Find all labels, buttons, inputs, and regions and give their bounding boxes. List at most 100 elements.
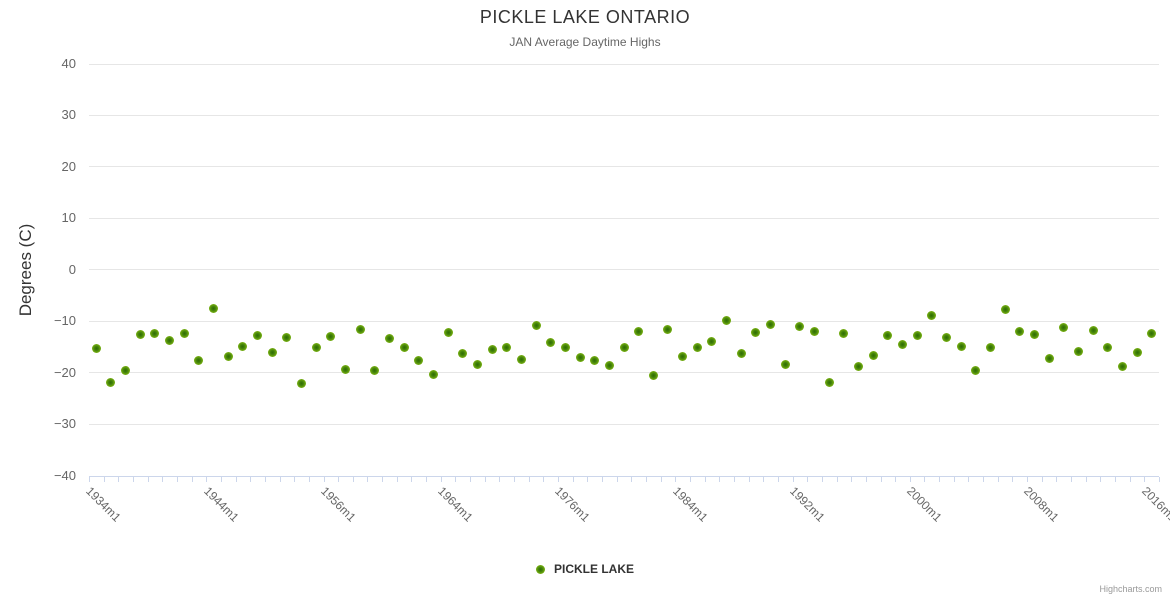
data-point[interactable] [897,339,907,349]
data-point[interactable] [1044,354,1054,364]
data-point[interactable] [502,343,512,353]
data-point[interactable] [1132,348,1142,358]
x-axis-tick [851,476,853,482]
data-point[interactable] [780,359,790,369]
data-point[interactable] [1000,304,1010,314]
x-axis-tick [411,476,413,482]
data-point[interactable] [282,333,292,343]
data-point[interactable] [355,325,365,335]
data-point[interactable] [297,379,307,389]
data-point[interactable] [634,326,644,336]
data-point[interactable] [1073,346,1083,356]
y-axis-label: −30 [53,416,76,432]
data-point[interactable] [883,331,893,341]
data-point[interactable] [795,322,805,332]
data-point[interactable] [971,365,981,375]
y-axis-label: −40 [53,467,76,483]
data-point[interactable] [722,316,732,326]
data-point[interactable] [209,303,219,313]
x-axis-tick [836,476,838,482]
data-point[interactable] [384,334,394,344]
data-point[interactable] [238,341,248,351]
data-point[interactable] [619,342,629,352]
x-axis-tick [997,476,999,482]
data-point[interactable] [824,377,834,387]
data-point[interactable] [194,356,204,366]
data-point[interactable] [692,342,702,352]
data-point[interactable] [1029,329,1039,339]
data-point[interactable] [648,371,658,381]
data-point[interactable] [179,328,189,338]
data-point[interactable] [516,354,526,364]
data-point[interactable] [546,338,556,348]
data-point[interactable] [912,330,922,340]
data-point[interactable] [135,330,145,340]
data-point[interactable] [91,344,101,354]
x-axis-tick [206,476,208,482]
data-point[interactable] [399,342,409,352]
data-point[interactable] [941,333,951,343]
data-point[interactable] [604,360,614,370]
data-point[interactable] [868,351,878,361]
data-point[interactable] [443,328,453,337]
x-axis-tick [895,476,897,482]
data-point[interactable] [1103,342,1113,352]
x-axis-tick [689,476,691,482]
data-point[interactable] [1117,362,1127,372]
data-point[interactable] [341,364,350,374]
x-axis-tick [1129,476,1131,482]
x-axis-tick [1159,476,1160,482]
data-point[interactable] [253,331,263,341]
data-point[interactable] [766,320,776,330]
x-axis-tick [470,476,472,482]
data-point[interactable] [458,348,468,358]
y-axis-label: −20 [53,364,76,380]
x-axis-label: 2016m1 [1138,483,1170,525]
data-point[interactable] [927,311,937,321]
data-point[interactable] [854,361,864,371]
highcharts-credits-link[interactable]: Highcharts.com [1099,584,1162,594]
data-point[interactable] [311,343,321,353]
data-point[interactable] [472,360,482,370]
data-point[interactable] [810,327,820,337]
x-axis-label: 1976m1 [552,483,594,525]
data-point[interactable] [121,366,131,376]
data-point[interactable] [736,348,746,358]
x-axis-tick [865,476,867,482]
legend-item-pickle-lake[interactable]: PICKLE LAKE [0,562,1170,576]
data-point[interactable] [575,353,585,363]
data-point[interactable] [560,342,570,352]
data-point[interactable] [663,324,673,334]
data-point[interactable] [165,336,175,346]
data-point[interactable] [590,355,600,365]
x-axis-tick [132,476,134,482]
data-point[interactable] [707,336,717,346]
data-point[interactable] [267,348,277,358]
data-point[interactable] [956,341,966,351]
x-axis-label: 1956m1 [317,483,359,525]
data-point[interactable] [1059,323,1069,333]
data-point[interactable] [326,331,336,341]
x-axis-tick [264,476,266,482]
data-point[interactable] [428,370,438,380]
data-point[interactable] [751,328,761,337]
data-point[interactable] [531,321,541,331]
data-point[interactable] [106,377,116,387]
data-point[interactable] [1088,325,1098,335]
data-point[interactable] [223,351,233,361]
y-axis-label: −10 [53,313,76,329]
data-point[interactable] [678,351,688,361]
data-point[interactable] [985,342,995,352]
x-axis-tick [558,476,560,482]
x-axis-tick [602,476,603,482]
x-axis-tick [294,476,296,482]
data-point[interactable] [150,328,160,338]
data-point[interactable] [839,329,849,339]
data-point[interactable] [1147,329,1157,339]
y-axis-label: 20 [61,158,76,174]
x-axis-tick [587,476,589,482]
data-point[interactable] [414,355,424,365]
data-point[interactable] [487,344,497,354]
data-point[interactable] [1015,326,1025,336]
data-point[interactable] [370,366,380,376]
